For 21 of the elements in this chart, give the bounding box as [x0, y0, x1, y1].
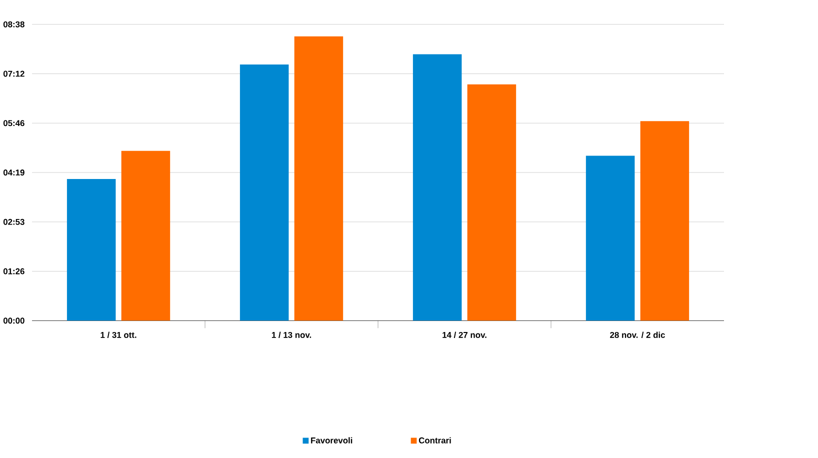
bar	[240, 64, 289, 321]
bar	[66, 179, 116, 321]
bar	[294, 36, 344, 321]
y-tick-label: 05:46	[3, 120, 24, 126]
legend-label: Favorevoli	[311, 437, 352, 444]
y-tick-label: 02:53	[3, 219, 24, 226]
y-tick-label: 04:19	[3, 170, 24, 176]
y-tick-label: 08:38	[3, 22, 24, 28]
y-tick-label: 01:26	[3, 268, 24, 274]
bar	[640, 121, 690, 321]
x-tick-label: 28 nov. / 2 dic	[610, 332, 665, 338]
bar	[586, 156, 635, 321]
bar	[467, 84, 516, 321]
x-tick-label: 14 / 27 nov.	[442, 332, 486, 338]
bar	[121, 151, 170, 321]
x-tick-label: 1 / 31 ott.	[100, 332, 136, 338]
y-tick-label: 07:12	[3, 70, 24, 77]
legend-label: Contrari	[418, 437, 451, 444]
x-tick-label: 1 / 13 nov.	[272, 332, 312, 338]
y-tick-label: 00:00	[3, 318, 24, 324]
bar	[412, 54, 462, 321]
